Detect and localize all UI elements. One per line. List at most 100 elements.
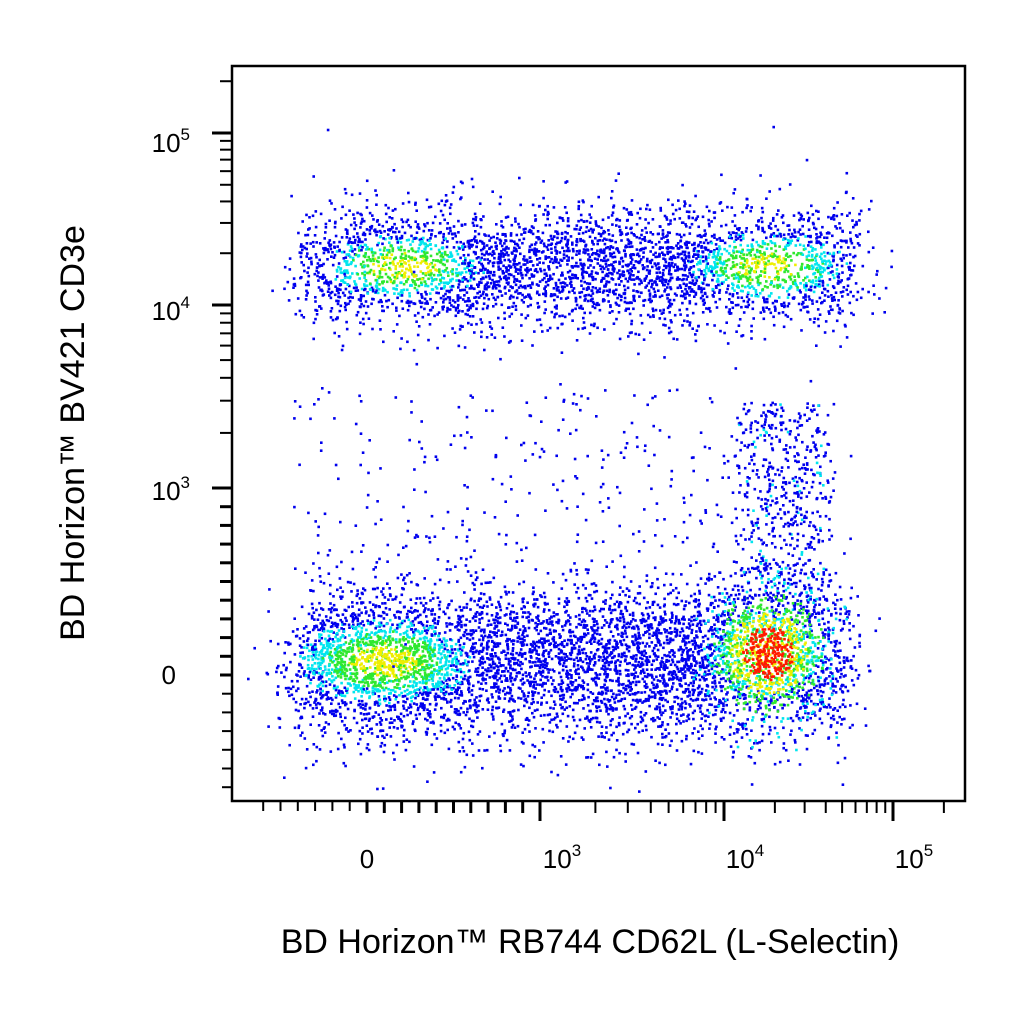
data-point bbox=[801, 650, 804, 654]
data-point bbox=[463, 294, 466, 297]
data-point bbox=[694, 282, 698, 285]
data-point bbox=[599, 656, 602, 659]
data-point bbox=[640, 233, 643, 237]
data-point bbox=[318, 305, 321, 308]
data-point bbox=[802, 279, 805, 282]
data-point bbox=[642, 255, 645, 259]
data-point bbox=[430, 272, 433, 275]
data-point bbox=[431, 306, 434, 309]
data-point bbox=[459, 324, 462, 328]
data-point bbox=[580, 273, 584, 276]
data-point bbox=[763, 242, 766, 245]
data-point bbox=[365, 199, 369, 202]
data-point bbox=[447, 281, 451, 284]
data-point bbox=[502, 276, 506, 280]
data-point bbox=[699, 296, 703, 300]
data-point bbox=[331, 263, 335, 267]
data-point bbox=[346, 229, 349, 232]
data-point bbox=[476, 301, 479, 305]
data-point bbox=[618, 269, 621, 272]
data-point bbox=[511, 252, 514, 255]
data-point bbox=[759, 281, 762, 285]
data-point bbox=[655, 271, 659, 275]
data-point bbox=[832, 286, 836, 290]
data-point bbox=[361, 272, 364, 275]
data-point bbox=[711, 278, 714, 282]
data-point bbox=[715, 286, 718, 289]
data-point bbox=[631, 680, 635, 684]
data-point bbox=[403, 670, 406, 674]
data-point bbox=[500, 261, 503, 264]
data-point bbox=[794, 263, 797, 267]
data-point bbox=[422, 229, 426, 233]
data-point bbox=[344, 191, 348, 195]
data-point bbox=[650, 735, 653, 739]
data-point bbox=[657, 631, 660, 635]
data-point bbox=[507, 699, 511, 703]
data-point bbox=[744, 265, 747, 269]
data-point bbox=[670, 276, 674, 280]
data-point bbox=[454, 306, 458, 310]
data-point bbox=[699, 724, 702, 727]
data-point bbox=[659, 309, 662, 312]
data-point bbox=[779, 232, 782, 236]
data-point bbox=[682, 277, 685, 281]
data-point bbox=[649, 331, 652, 334]
data-point bbox=[519, 265, 523, 269]
data-point bbox=[383, 268, 387, 272]
data-point bbox=[627, 263, 630, 266]
data-point bbox=[703, 229, 707, 232]
data-point bbox=[571, 319, 574, 322]
data-point bbox=[372, 269, 376, 273]
data-point bbox=[472, 250, 476, 254]
data-point bbox=[528, 256, 532, 259]
data-point bbox=[611, 310, 614, 313]
data-point bbox=[752, 287, 756, 290]
data-point bbox=[774, 244, 777, 248]
data-point bbox=[846, 214, 849, 217]
data-point bbox=[789, 285, 792, 288]
data-point bbox=[748, 286, 752, 290]
data-point bbox=[804, 293, 807, 297]
data-point bbox=[765, 247, 769, 250]
data-point bbox=[626, 691, 629, 695]
data-point bbox=[589, 216, 593, 219]
data-point bbox=[651, 676, 654, 679]
data-point bbox=[577, 200, 581, 204]
data-point bbox=[648, 269, 652, 273]
data-point bbox=[339, 267, 343, 270]
data-point bbox=[527, 293, 530, 297]
data-point bbox=[464, 312, 467, 316]
data-point bbox=[513, 277, 517, 281]
data-point bbox=[359, 297, 363, 300]
data-point bbox=[524, 273, 528, 277]
data-point bbox=[503, 335, 506, 338]
data-point bbox=[763, 337, 767, 341]
data-point bbox=[785, 243, 789, 247]
data-point bbox=[519, 271, 523, 275]
data-point bbox=[629, 227, 632, 231]
data-point bbox=[343, 276, 347, 280]
data-point bbox=[806, 264, 809, 267]
data-point bbox=[614, 260, 617, 264]
data-point bbox=[814, 616, 817, 619]
data-point bbox=[517, 696, 520, 700]
data-point bbox=[740, 231, 744, 234]
data-point bbox=[316, 274, 319, 278]
data-point bbox=[394, 271, 398, 275]
data-point bbox=[460, 196, 463, 199]
data-point bbox=[514, 242, 517, 246]
data-point bbox=[593, 257, 597, 260]
data-point bbox=[595, 224, 598, 227]
data-point bbox=[350, 247, 354, 251]
data-point bbox=[558, 314, 561, 318]
data-point bbox=[823, 294, 827, 297]
data-point bbox=[423, 242, 427, 246]
data-point bbox=[740, 334, 743, 338]
data-point bbox=[615, 317, 618, 321]
data-point bbox=[339, 304, 343, 308]
data-point bbox=[488, 259, 492, 263]
data-point bbox=[640, 229, 644, 232]
data-point bbox=[347, 730, 350, 733]
data-point bbox=[494, 675, 498, 678]
